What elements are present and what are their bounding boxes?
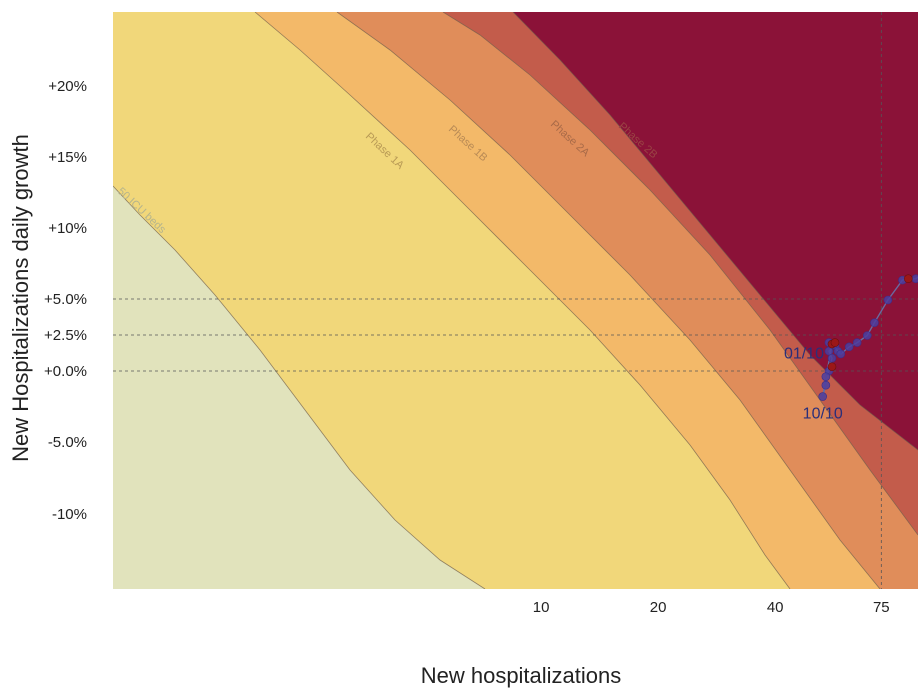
zone-band-0 <box>113 12 485 589</box>
trajectory-point <box>911 274 918 283</box>
trajectory-point <box>870 318 879 328</box>
trajectory-point <box>827 353 837 363</box>
highlighted-point <box>904 274 913 284</box>
trajectory-point <box>844 342 854 352</box>
y-tick-label: +2.5% <box>44 327 87 344</box>
reference-lines-layer <box>113 12 918 589</box>
trajectory-point <box>818 392 827 401</box>
trajectory-point <box>824 346 834 356</box>
zone-band-5 <box>513 12 918 450</box>
y-tick-label: +20% <box>48 78 87 95</box>
x-tick-label: 20 <box>650 599 667 616</box>
zone-boundary-0 <box>113 185 486 589</box>
zone-boundary-2 <box>336 12 881 589</box>
x-axis-title: New hospitalizations <box>421 663 622 688</box>
trajectory-point <box>883 295 893 305</box>
date-annotation: 10/10 <box>803 406 843 423</box>
x-tick-label: 10 <box>533 599 550 616</box>
trajectory-point <box>821 372 831 381</box>
highlighted-point <box>830 338 840 347</box>
zone-band-1 <box>113 12 790 589</box>
y-tick-label: +15% <box>48 149 87 166</box>
y-tick-label: +5.0% <box>44 291 87 308</box>
y-tick-labels: +20% +15% +10% +5.0% +2.5% +0.0% -5.0% -10% <box>44 78 87 523</box>
y-tick-label: -10% <box>52 506 87 523</box>
date-annotation: 01/10 <box>784 346 824 363</box>
x-tick-label: 40 <box>767 599 784 616</box>
y-tick-label: +10% <box>48 220 87 237</box>
x-tick-labels: 10204075150300600 <box>533 599 890 616</box>
y-tick-label: -5.0% <box>48 434 87 451</box>
trajectory-point <box>836 349 846 359</box>
y-tick-label: +0.0% <box>44 363 87 380</box>
zone-boundary-1 <box>254 12 791 589</box>
trajectory-point <box>852 338 862 347</box>
trajectory-point <box>821 380 831 390</box>
trajectory-layer <box>818 274 918 401</box>
zone-band-3 <box>337 12 918 589</box>
trajectory-point <box>862 331 872 340</box>
zone-boundary-4 <box>512 12 918 451</box>
zone-boundary-3 <box>442 12 918 536</box>
y-axis-title: New Hospitalizations daily growth <box>8 134 33 462</box>
zones-layer <box>113 12 918 589</box>
zone-band-2 <box>255 12 880 589</box>
x-tick-label: 75 <box>873 599 890 616</box>
highlighted-point <box>827 362 837 372</box>
